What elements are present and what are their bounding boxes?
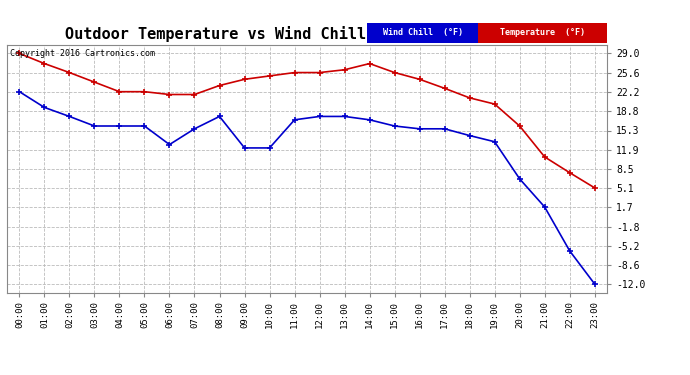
Text: Temperature  (°F): Temperature (°F) — [500, 28, 585, 37]
FancyBboxPatch shape — [478, 23, 607, 42]
Title: Outdoor Temperature vs Wind Chill (24 Hours) 20160116: Outdoor Temperature vs Wind Chill (24 Ho… — [66, 27, 549, 42]
Text: Copyright 2016 Cartronics.com: Copyright 2016 Cartronics.com — [10, 49, 155, 58]
FancyBboxPatch shape — [367, 23, 478, 42]
Text: Wind Chill  (°F): Wind Chill (°F) — [383, 28, 462, 37]
